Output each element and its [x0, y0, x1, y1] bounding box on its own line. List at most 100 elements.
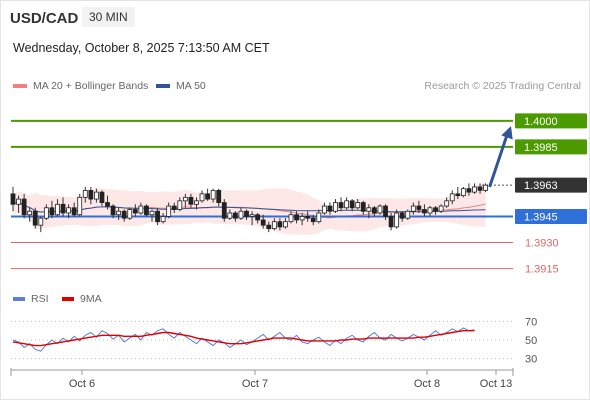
ma20-swatch	[13, 84, 27, 88]
candle-body	[438, 205, 444, 212]
candle-body	[171, 205, 177, 210]
candle-body	[366, 207, 372, 212]
candle-body	[344, 200, 350, 209]
candle-body	[60, 203, 66, 214]
x-tick-label: Oct 7	[242, 378, 268, 390]
candle-body	[466, 188, 472, 193]
candle-body	[77, 196, 83, 216]
candle-body	[388, 216, 394, 228]
candle-body	[38, 217, 44, 226]
level-label-1.4000: 1.4000	[524, 116, 558, 128]
candle-body	[10, 193, 16, 205]
rsi-tick-70: 70	[525, 316, 537, 328]
candle-body	[199, 193, 205, 202]
candle-body	[177, 200, 183, 210]
candle-body	[483, 184, 489, 191]
current-price-tag	[515, 177, 587, 193]
level-label-1.3915: 1.3915	[525, 264, 559, 276]
candle-body	[127, 209, 133, 219]
level-label-1.3930: 1.3930	[525, 238, 559, 250]
candle-body	[88, 189, 94, 200]
candle-body	[149, 210, 155, 216]
datetime-label: Wednesday, October 8, 2025 7:13:50 AM CE…	[13, 41, 270, 55]
candle-body	[271, 221, 277, 230]
candle-body	[32, 210, 38, 226]
candle-body	[49, 207, 55, 216]
candle-body	[21, 198, 27, 216]
ma50-label: MA 50	[176, 80, 206, 92]
candle-body	[327, 205, 333, 212]
candle-body	[27, 210, 33, 216]
rsi-swatch	[13, 297, 25, 301]
level-tag-1.3945	[515, 208, 587, 224]
rsi-tick-30: 30	[525, 354, 537, 366]
candle-body	[449, 193, 455, 202]
candle-body	[121, 210, 127, 219]
candle-body	[321, 205, 327, 214]
candle-body	[472, 186, 477, 193]
forecast-arrow-head	[501, 126, 513, 140]
x-tick-label: Oct 6	[69, 378, 95, 390]
candle-body	[338, 202, 344, 209]
candle-body	[310, 217, 316, 223]
candle-body	[227, 212, 233, 219]
candle-body	[266, 224, 272, 230]
ma9-label: 9MA	[80, 293, 102, 305]
ma20-label: MA 20 + Bollinger Bands	[33, 80, 149, 92]
candle-body	[427, 207, 433, 214]
ma9-swatch	[62, 297, 74, 301]
candle-body	[283, 221, 288, 228]
candle-body	[405, 210, 411, 219]
candle-body	[277, 221, 283, 228]
rsi-tick-50: 50	[525, 335, 537, 347]
legend-rsi: RSI	[13, 293, 49, 305]
candle-body	[216, 189, 222, 203]
candle-body	[99, 191, 105, 203]
candle-body	[71, 207, 77, 216]
candle-body	[94, 191, 99, 200]
candle-body	[433, 207, 438, 212]
candle-body	[333, 202, 338, 212]
candle-body	[294, 214, 299, 221]
candle-body	[460, 188, 466, 197]
x-tick-label: Oct 8	[414, 378, 440, 390]
candle-body	[360, 202, 366, 212]
legend-ma20: MA 20 + Bollinger Bands	[13, 80, 148, 92]
candle-body	[255, 214, 261, 221]
candle-body	[160, 216, 166, 223]
candle-body	[166, 205, 172, 217]
interval-button[interactable]: 30 MIN	[82, 7, 135, 27]
candle-body	[305, 216, 311, 219]
legend-ma50: MA 50	[156, 80, 206, 92]
candle-body	[210, 189, 216, 200]
candle-body	[144, 205, 149, 216]
candle-body	[55, 203, 60, 216]
candle-body	[444, 200, 450, 207]
candle-body	[105, 202, 110, 207]
candle-body	[194, 200, 199, 205]
candle-body	[394, 212, 400, 228]
candle-body	[316, 212, 322, 223]
candle-body	[232, 212, 238, 219]
legend-9ma: 9MA	[62, 293, 102, 305]
current-price-label: 1.3963	[524, 180, 558, 192]
candle-body	[422, 209, 427, 214]
candle-body	[383, 205, 388, 217]
candle-body	[205, 193, 211, 200]
candle-body	[355, 202, 361, 209]
candle-body	[188, 196, 194, 205]
level-label-1.3985: 1.3985	[524, 142, 558, 154]
candle-body	[399, 212, 405, 219]
candle-body	[82, 189, 88, 198]
candle-body	[416, 205, 422, 210]
rsi-label: RSI	[31, 293, 49, 305]
candle-body	[349, 200, 355, 209]
candle-body	[132, 209, 138, 214]
credit-text: Research © 2025 Trading Central	[424, 80, 581, 92]
candle-body	[238, 210, 244, 219]
candle-body	[182, 196, 188, 202]
candle-body	[221, 202, 227, 219]
x-tick-label: Oct 13	[480, 378, 512, 390]
candle-body	[410, 205, 416, 212]
